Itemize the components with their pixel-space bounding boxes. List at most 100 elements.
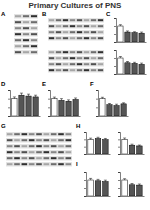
- panel-label: I: [76, 161, 78, 167]
- tick-mark: [118, 180, 120, 181]
- bar: [107, 105, 112, 116]
- blot-band: [98, 69, 103, 71]
- blot-band: [77, 25, 82, 27]
- blot-band: [31, 21, 37, 23]
- blot-band: [77, 63, 82, 65]
- blot-band: [91, 51, 96, 53]
- blot-band: [22, 139, 28, 141]
- error-bar: [89, 138, 92, 139]
- blot-band: [44, 157, 50, 159]
- error-bar: [119, 57, 122, 58]
- plot-area: [118, 57, 144, 74]
- bar: [103, 182, 109, 196]
- x-axis: [121, 154, 145, 156]
- bar: [132, 63, 137, 74]
- blot-band: [91, 57, 96, 59]
- blot-strip: [48, 62, 104, 67]
- x-axis: [51, 116, 81, 118]
- blot-band: [7, 139, 13, 141]
- y-tick: [118, 147, 120, 148]
- tick-mark: [48, 116, 50, 117]
- tick-mark: [118, 188, 120, 189]
- bar: [122, 180, 128, 196]
- blot-band: [84, 31, 89, 33]
- blot-band: [29, 133, 35, 135]
- blot-band: [44, 139, 50, 141]
- y-axis: [84, 133, 87, 155]
- error-bar: [140, 32, 143, 33]
- error-bar: [123, 138, 126, 139]
- error-bar: [108, 104, 111, 105]
- bar: [125, 63, 130, 74]
- bar-chart: [8, 91, 41, 117]
- blot-band: [31, 33, 37, 35]
- bar: [33, 97, 38, 116]
- bar: [100, 99, 105, 116]
- bar-chart: [84, 133, 111, 155]
- blot-band: [91, 31, 96, 33]
- plot-area: [100, 97, 126, 116]
- blot-band: [56, 51, 61, 53]
- error-bar: [123, 179, 126, 180]
- error-bar: [126, 31, 129, 32]
- axis-line: [99, 116, 129, 117]
- blot-band: [63, 31, 68, 33]
- tick-mark: [114, 26, 116, 27]
- tick-mark: [114, 34, 116, 35]
- bar: [137, 146, 143, 154]
- axis-line: [114, 51, 117, 75]
- blot-band: [49, 57, 54, 59]
- y-axis: [118, 173, 121, 197]
- y-tick: [84, 154, 86, 155]
- blot-band: [7, 133, 13, 135]
- error-bar: [67, 100, 70, 101]
- bar: [118, 26, 123, 42]
- blot-band: [98, 19, 103, 21]
- blot-band: [7, 157, 13, 159]
- y-tick: [114, 42, 116, 43]
- y-tick: [48, 116, 50, 117]
- blot-band: [63, 57, 68, 59]
- error-bar: [133, 31, 136, 33]
- blot-band: [29, 163, 35, 165]
- blot-band: [31, 51, 37, 53]
- error-bar: [13, 97, 16, 99]
- blot-band: [98, 31, 103, 33]
- blot-band: [51, 139, 57, 141]
- blot-band: [56, 63, 61, 65]
- blot-band: [58, 133, 64, 135]
- blot-band: [49, 31, 54, 33]
- y-tick: [114, 74, 116, 75]
- x-axis: [117, 42, 147, 44]
- tick-mark: [84, 172, 86, 173]
- blot-band: [56, 19, 61, 21]
- y-tick: [114, 66, 116, 67]
- blot-band: [58, 139, 64, 141]
- axis-line: [11, 116, 41, 117]
- blot-band: [84, 57, 89, 59]
- blot-band: [49, 25, 54, 27]
- blot-band: [29, 151, 35, 153]
- blot-band: [15, 39, 21, 41]
- error-bar: [27, 94, 30, 96]
- tick-mark: [114, 42, 116, 43]
- error-bar: [140, 63, 143, 64]
- blot-band: [15, 45, 21, 47]
- y-axis: [114, 19, 117, 43]
- blot-band: [84, 19, 89, 21]
- y-tick: [118, 172, 120, 173]
- blot-strip: [48, 36, 104, 41]
- blot-band: [23, 39, 29, 41]
- blot-band: [66, 133, 72, 135]
- blot-band: [23, 33, 29, 35]
- bar: [59, 100, 64, 116]
- blot-band: [58, 157, 64, 159]
- x-axis: [11, 116, 41, 118]
- tick-mark: [84, 132, 86, 133]
- blot-band: [44, 145, 50, 147]
- blot-band: [15, 27, 21, 29]
- blot-band: [14, 151, 20, 153]
- error-bar: [131, 144, 134, 145]
- y-tick: [84, 132, 86, 133]
- blot-strip: [14, 50, 38, 55]
